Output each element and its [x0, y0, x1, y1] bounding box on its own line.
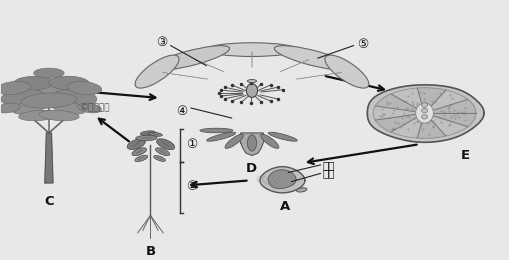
Ellipse shape [34, 68, 64, 78]
Ellipse shape [39, 110, 79, 121]
Text: ⑤: ⑤ [357, 38, 368, 51]
Ellipse shape [78, 103, 101, 113]
Ellipse shape [135, 55, 179, 88]
Ellipse shape [206, 43, 298, 56]
Ellipse shape [0, 103, 20, 113]
Ellipse shape [49, 76, 90, 90]
Polygon shape [268, 170, 296, 188]
Polygon shape [375, 113, 425, 132]
Polygon shape [239, 133, 265, 155]
Ellipse shape [0, 81, 31, 95]
Text: C: C [44, 196, 54, 209]
Ellipse shape [13, 76, 54, 90]
Ellipse shape [19, 110, 59, 121]
Ellipse shape [157, 139, 175, 150]
Ellipse shape [154, 155, 165, 161]
Ellipse shape [325, 55, 369, 88]
Polygon shape [425, 113, 476, 127]
Ellipse shape [140, 131, 155, 135]
Ellipse shape [12, 102, 45, 114]
Text: E: E [461, 149, 470, 162]
Ellipse shape [416, 103, 434, 123]
Polygon shape [417, 113, 446, 138]
Ellipse shape [421, 103, 428, 107]
Ellipse shape [21, 93, 77, 108]
Text: 胚根: 胚根 [322, 168, 334, 178]
Ellipse shape [67, 81, 102, 95]
Text: A: A [280, 200, 290, 213]
Polygon shape [425, 90, 468, 113]
Polygon shape [425, 99, 476, 113]
Polygon shape [417, 88, 446, 113]
Ellipse shape [421, 108, 428, 113]
Ellipse shape [132, 148, 147, 156]
Ellipse shape [136, 135, 157, 141]
Text: 胚芽: 胚芽 [322, 160, 334, 170]
Ellipse shape [52, 89, 97, 107]
Ellipse shape [297, 188, 307, 192]
Ellipse shape [200, 128, 233, 133]
Ellipse shape [1, 89, 46, 107]
Text: D: D [245, 162, 257, 175]
Ellipse shape [421, 114, 428, 119]
Text: ©正确教育: ©正确教育 [79, 103, 110, 113]
Text: ②: ② [186, 180, 197, 193]
Text: ①: ① [186, 139, 197, 152]
Polygon shape [45, 133, 53, 183]
Text: ③: ③ [156, 36, 167, 49]
Polygon shape [391, 113, 425, 138]
Ellipse shape [149, 132, 162, 136]
Ellipse shape [274, 46, 350, 70]
Polygon shape [391, 88, 425, 113]
Ellipse shape [207, 132, 236, 141]
Polygon shape [260, 167, 305, 193]
Ellipse shape [225, 134, 243, 148]
Ellipse shape [261, 134, 279, 148]
Ellipse shape [247, 135, 257, 151]
Polygon shape [375, 94, 425, 113]
Ellipse shape [268, 132, 297, 141]
Polygon shape [373, 106, 425, 120]
Ellipse shape [127, 139, 146, 149]
Ellipse shape [247, 80, 257, 83]
Ellipse shape [156, 148, 169, 156]
Polygon shape [367, 85, 484, 142]
Ellipse shape [52, 102, 86, 114]
Ellipse shape [135, 155, 148, 162]
Ellipse shape [246, 84, 258, 98]
Text: B: B [146, 245, 156, 258]
Text: ④: ④ [176, 105, 187, 118]
Ellipse shape [16, 79, 82, 102]
Ellipse shape [154, 46, 230, 70]
Polygon shape [425, 113, 468, 136]
